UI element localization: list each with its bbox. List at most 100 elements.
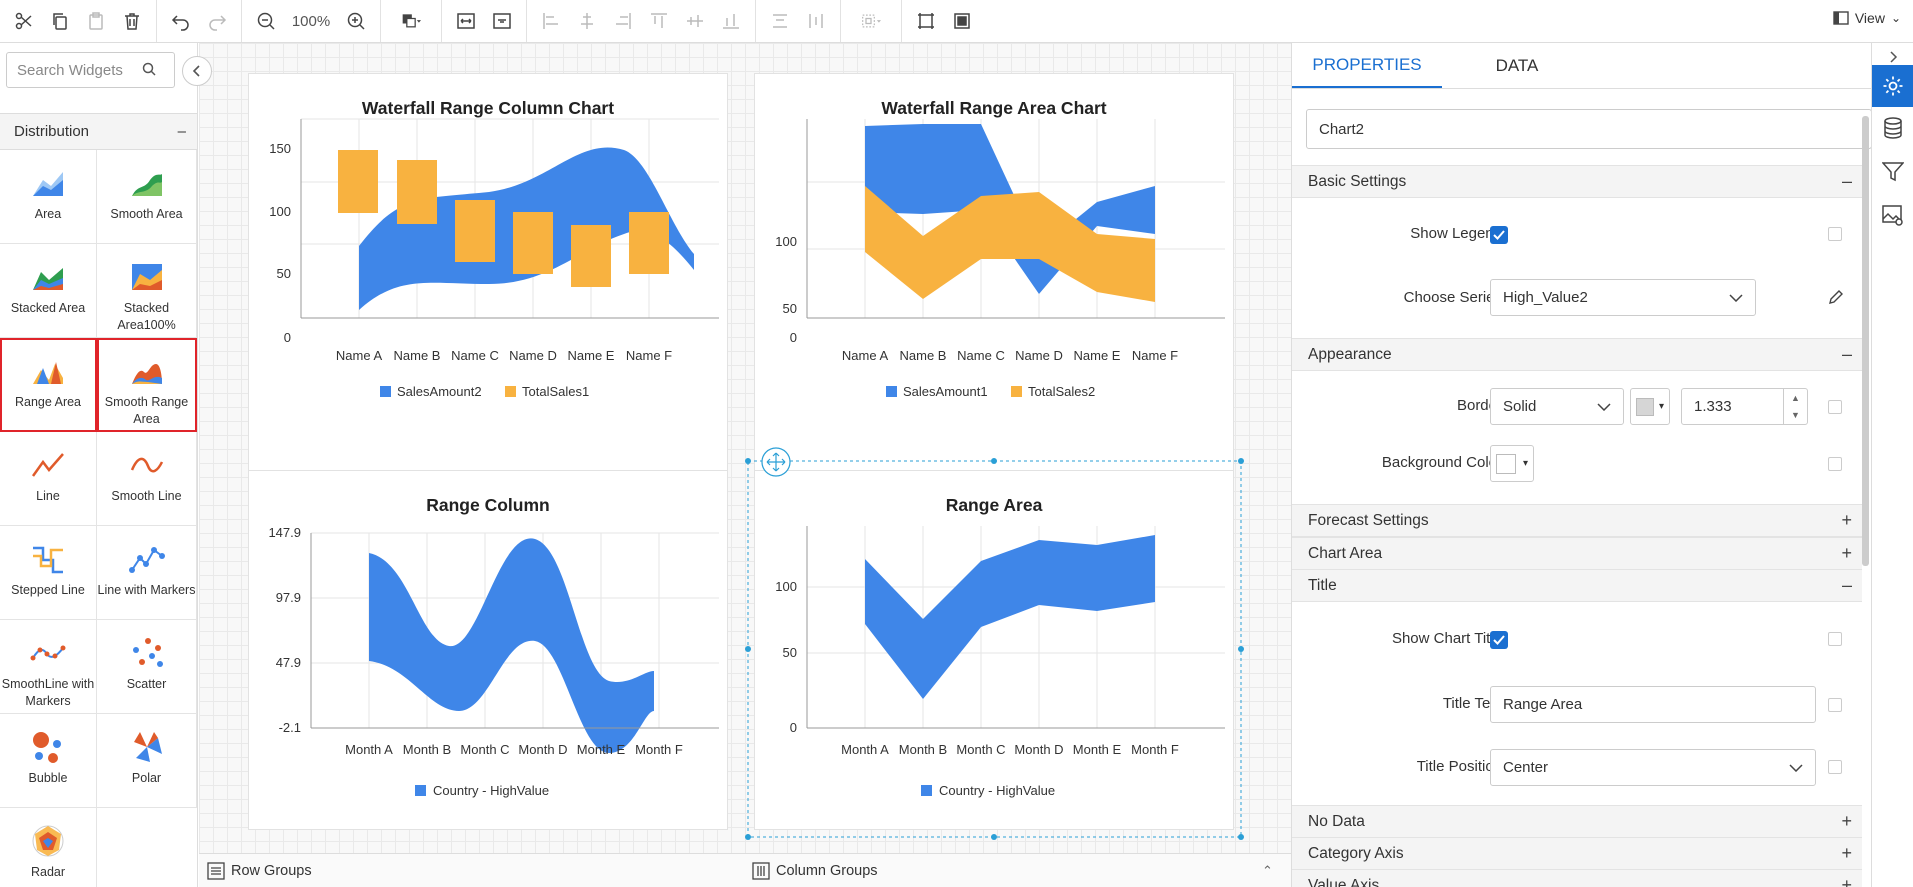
delete-icon[interactable] [116,5,148,37]
section-basic-settings[interactable]: Basic Settings – [1292,165,1862,198]
tab-data[interactable]: DATA [1495,55,1539,75]
title-text-bind-checkbox[interactable] [1828,698,1842,712]
chart-range-area[interactable]: Range Area 100 50 0 Month A Month B Mont… [754,470,1234,830]
chart-range-column[interactable]: Range Column 147.9 97.9 47.9 -2.1 Month … [248,470,728,830]
widget-label: Bubble [28,771,68,785]
widget-scatter-chart[interactable]: Scatter [97,620,197,714]
border-width-input[interactable]: 1.333 ▲ ▼ [1681,388,1808,425]
collapse-minus-icon[interactable]: – [177,123,186,140]
widget-stepped-line-chart[interactable]: Stepped Line [0,526,97,620]
redo-icon[interactable] [201,5,233,37]
choose-series-dropdown[interactable]: High_Value2 [1490,279,1756,316]
image-settings-rail-button[interactable] [1872,195,1913,237]
title-text-input[interactable]: Range Area [1490,686,1816,723]
show-chart-title-checkbox[interactable] [1490,631,1508,649]
section-chart-area[interactable]: Chart Area + [1292,537,1862,570]
section-appearance[interactable]: Appearance – [1292,338,1862,371]
zoom-out-icon[interactable] [250,5,282,37]
chart-waterfall-range-column[interactable]: Waterfall Range Column Chart 150 100 50 … [248,73,728,474]
x-tick: Name E [1074,348,1121,363]
widget-line-chart[interactable]: Line [0,432,97,526]
copy-icon[interactable] [44,5,76,37]
properties-scrollbar[interactable] [1862,116,1869,566]
align-top-icon[interactable] [643,5,675,37]
row-groups-button[interactable]: Row Groups [207,861,312,880]
widget-smooth-area-chart[interactable]: Smooth Area [97,150,197,244]
expand-rail-button[interactable] [1872,43,1913,71]
fit-width-icon[interactable] [450,5,482,37]
undo-icon[interactable] [165,5,197,37]
expand-up-icon[interactable]: ⌃ [1262,862,1273,878]
align-left-icon[interactable] [535,5,567,37]
choose-series-label: Choose Series [1403,289,1502,306]
border-label: Border [1456,397,1502,414]
border-bind-checkbox[interactable] [1828,400,1842,414]
zoom-in-icon[interactable] [340,5,372,37]
border-style-dropdown[interactable]: Solid [1490,388,1624,425]
same-size-icon[interactable] [910,5,942,37]
column-groups-button[interactable]: Column Groups [752,861,878,880]
background-color-picker[interactable]: ▾ [1490,445,1534,482]
design-canvas[interactable]: Waterfall Range Column Chart 150 100 50 … [199,43,1291,853]
group-icon[interactable] [849,5,893,37]
right-rail [1871,43,1913,887]
title-position-dropdown[interactable]: Center [1490,749,1816,786]
widget-radar-chart[interactable]: Radar [0,808,97,887]
section-forecast-settings[interactable]: Forecast Settings + [1292,504,1862,537]
properties-rail-button[interactable] [1872,65,1913,107]
show-chart-title-bind-checkbox[interactable] [1828,632,1842,646]
section-value-axis[interactable]: Value Axis + [1292,869,1862,887]
y-tick: 47.9 [276,655,301,670]
tab-properties[interactable]: PROPERTIES [1292,43,1442,88]
background-bind-checkbox[interactable] [1828,457,1842,471]
distribute-horizontal-icon[interactable] [764,5,796,37]
chart-name-field[interactable]: Chart2 [1306,109,1871,149]
fit-height-icon[interactable] [486,5,518,37]
search-input[interactable] [17,61,142,79]
show-legend-bind-checkbox[interactable] [1828,227,1842,241]
chart-waterfall-range-area[interactable]: Waterfall Range Area Chart 100 50 0 Name… [754,73,1234,474]
title-position-bind-checkbox[interactable] [1828,760,1842,774]
show-legend-checkbox[interactable] [1490,226,1508,244]
distribute-vertical-icon[interactable] [800,5,832,37]
align-middle-icon[interactable] [679,5,711,37]
widget-stacked-area100-chart[interactable]: Stacked Area100% [97,244,197,338]
section-no-data[interactable]: No Data + [1292,805,1862,838]
border-color-picker[interactable]: ▾ [1630,388,1670,425]
widget-area-chart[interactable]: Area [0,150,97,244]
stepped-line-chart-icon [33,546,63,574]
section-category-axis[interactable]: Category Axis + [1292,837,1862,870]
chevron-down-icon[interactable]: ▼ [1791,410,1800,421]
widget-label: Line [36,489,60,503]
paste-icon[interactable] [80,5,112,37]
y-tick: 0 [790,330,797,345]
chart-plot: 150 100 50 0 Name A Name B Name C Name D… [269,118,719,399]
polar-chart-icon [133,732,162,762]
view-menu-button[interactable]: View ⌄ [1833,10,1901,26]
widget-stacked-area-chart[interactable]: Stacked Area [0,244,97,338]
data-rail-button[interactable] [1872,107,1913,149]
widget-bubble-chart[interactable]: Bubble [0,714,97,808]
chart-title: Range Column [426,495,550,515]
widget-polar-chart[interactable]: Polar [97,714,197,808]
widget-line-markers-chart[interactable]: Line with Markers [97,526,197,620]
align-bottom-icon[interactable] [715,5,747,37]
fit-to-page-icon[interactable] [946,5,978,37]
spin-buttons[interactable]: ▲ ▼ [1783,389,1807,424]
edit-pencil-icon[interactable] [1828,289,1844,308]
collapse-panel-button[interactable] [182,56,212,86]
widget-smoothline-markers-chart[interactable]: SmoothLine with Markers [0,620,97,714]
section-title[interactable]: Title – [1292,569,1862,602]
align-center-icon[interactable] [571,5,603,37]
align-right-icon[interactable] [607,5,639,37]
cut-icon[interactable] [8,5,40,37]
filter-rail-button[interactable] [1872,151,1913,193]
category-header-distribution[interactable]: Distribution – [0,113,197,150]
search-widgets-box[interactable] [6,52,175,88]
widget-label: Smooth Line [111,489,182,503]
chevron-up-icon[interactable]: ▲ [1791,392,1800,403]
bring-to-front-icon[interactable] [389,5,433,37]
widget-smooth-line-chart[interactable]: Smooth Line [97,432,197,526]
widget-range-area-chart[interactable]: Range Area [0,338,97,432]
widget-smooth-range-area-chart[interactable]: Smooth Range Area [97,338,197,432]
